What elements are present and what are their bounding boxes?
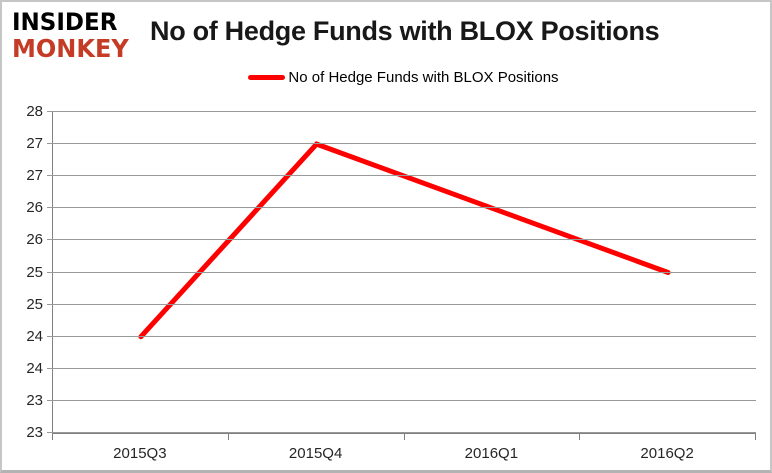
y-axis-tick-label: 25 — [26, 296, 43, 313]
chart-title: No of Hedge Funds with BLOX Positions — [150, 16, 660, 46]
y-axis-tick-label: 28 — [26, 103, 43, 120]
x-axis-tick — [52, 434, 53, 440]
legend-label: No of Hedge Funds with BLOX Positions — [288, 69, 559, 86]
x-axis-tick — [579, 434, 580, 440]
y-axis-tick-label: 24 — [26, 360, 43, 377]
x-axis-tick — [404, 434, 405, 440]
gridline — [47, 175, 756, 176]
gridline — [47, 368, 756, 369]
y-axis-tick-label: 27 — [26, 167, 43, 184]
logo-text-insider: INSIDER — [12, 8, 118, 37]
gridline — [47, 239, 756, 240]
plot-area — [47, 111, 756, 440]
y-axis-tick-label: 23 — [26, 392, 43, 409]
y-axis-tick-label: 23 — [26, 424, 43, 441]
x-axis-tick-label: 2015Q4 — [288, 445, 343, 462]
gridline — [47, 143, 756, 144]
insider-monkey-logo: INSIDER MONKEY — [12, 8, 129, 64]
y-axis-tick-label: 27 — [26, 135, 43, 152]
gridline — [47, 111, 756, 112]
gridline — [47, 272, 756, 273]
gridline — [47, 207, 756, 208]
legend-line-swatch — [248, 75, 286, 80]
series-line-layer — [138, 141, 671, 340]
gridline — [47, 304, 756, 305]
x-axis-tick-label: 2016Q2 — [640, 445, 694, 462]
gridline — [47, 336, 756, 337]
x-axis-tick — [228, 434, 229, 440]
y-axis-tick-label: 26 — [26, 231, 43, 248]
series-polyline — [138, 141, 671, 340]
x-axis-tick — [755, 434, 756, 440]
gridline — [47, 400, 756, 401]
y-axis-tick-label: 26 — [26, 199, 43, 216]
x-axis-tick-label: 2016Q1 — [464, 445, 519, 462]
x-axis-tick-label: 2015Q3 — [113, 445, 167, 462]
gridline — [47, 432, 756, 433]
y-axis-tick-label: 25 — [26, 264, 43, 281]
y-axis-tick-label: 24 — [26, 328, 43, 345]
legend: No of Hedge Funds with BLOX Positions — [52, 69, 755, 86]
logo-text-monkey: MONKEY — [12, 33, 129, 64]
